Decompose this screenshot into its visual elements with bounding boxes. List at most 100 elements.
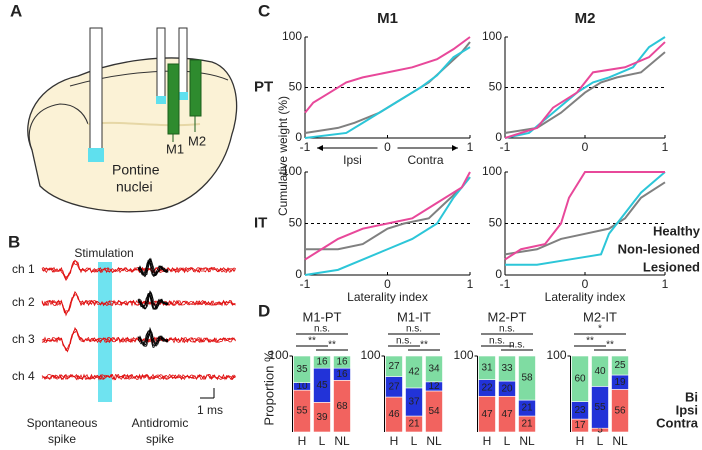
brain-diagram: Pontine nuclei M1 M2 <box>27 27 238 213</box>
data-label: 19 <box>614 377 626 388</box>
data-label: 42 <box>408 367 420 378</box>
x-tick-label: L <box>319 434 326 448</box>
channel-label: ch 3 <box>12 332 35 346</box>
recording-probe <box>167 63 180 135</box>
data-label: 25 <box>614 360 626 371</box>
data-label: 33 <box>501 363 513 374</box>
bar-segment <box>571 355 589 402</box>
y-tick-label: 100 <box>546 348 566 362</box>
y-tick-label: 50 <box>289 216 303 230</box>
recording-probe <box>189 59 202 117</box>
x-tick-label: NL <box>612 434 628 448</box>
cdf-line <box>504 51 666 134</box>
x-tick-label: 0 <box>384 277 391 291</box>
region-label: Pontine <box>112 162 160 178</box>
x-axis-label: Laterality index <box>347 290 428 304</box>
significance-label: ** <box>606 340 614 351</box>
panel-label: D <box>258 301 270 320</box>
x-axis-label: Laterality index <box>545 290 626 304</box>
cdf-line <box>505 171 666 266</box>
data-label: 22 <box>481 383 493 394</box>
x-tick-label: 1 <box>662 277 669 291</box>
annotation: Ipsi <box>343 153 362 167</box>
cdf-line <box>504 181 666 256</box>
data-label: 16 <box>336 369 348 380</box>
significance-label: n.s. <box>396 336 412 347</box>
x-tick-label: 0 <box>582 277 589 291</box>
electrode <box>89 27 103 153</box>
data-label: 55 <box>594 402 606 413</box>
stimulation-band <box>98 262 112 402</box>
region-label: nuclei <box>116 179 153 195</box>
trace <box>41 373 236 381</box>
scale-label: 1 ms <box>197 403 223 417</box>
data-label: 16 <box>336 357 348 368</box>
data-label: 40 <box>594 366 606 377</box>
stim-site <box>88 148 104 162</box>
significance-label: n.s. <box>509 340 525 351</box>
legend-label: Lesioned <box>643 259 700 274</box>
legend-label: Bi <box>685 389 698 404</box>
y-tick-label: 0 <box>495 130 502 144</box>
cdf-line <box>304 46 471 139</box>
x-tick-label: 1 <box>662 140 669 154</box>
chart-title: M2-IT <box>583 309 617 324</box>
bar-segment <box>333 355 351 369</box>
panel-label: C <box>258 1 270 20</box>
x-tick-label: NL <box>426 434 442 448</box>
y-tick-label: 100 <box>282 164 302 178</box>
data-label: 46 <box>388 409 400 420</box>
y-tick-label: 100 <box>360 348 380 362</box>
electrode <box>178 27 188 95</box>
y-axis-label: Cumulative weight (%) <box>276 96 290 216</box>
data-label: 35 <box>296 364 308 375</box>
x-tick-label: 1 <box>467 277 474 291</box>
stimulation-label: Stimulation <box>74 246 133 260</box>
y-tick-label: 100 <box>482 164 502 178</box>
channel-label: ch 2 <box>12 295 35 309</box>
row-label: IT <box>254 214 267 231</box>
row-label: PT <box>254 78 273 95</box>
bar-segment <box>478 355 496 380</box>
spike-label: Antidromic <box>132 416 189 430</box>
bar-segment <box>385 355 403 377</box>
trace <box>137 329 169 348</box>
y-tick-label: 0 <box>295 130 302 144</box>
x-tick-label: NL <box>334 434 350 448</box>
trace <box>137 292 169 310</box>
bar-segment <box>313 355 331 369</box>
cdf-line <box>504 171 665 261</box>
cortex-line <box>69 70 229 87</box>
cdf-line <box>304 171 471 261</box>
x-tick-label: L <box>504 434 511 448</box>
electrode-label: M2 <box>188 133 206 148</box>
data-label: 37 <box>408 397 420 408</box>
y-tick-label: 50 <box>289 80 303 94</box>
y-tick-label: 0 <box>295 267 302 281</box>
bar-segment <box>611 355 629 376</box>
data-label: 23 <box>574 405 586 416</box>
data-label: 58 <box>521 373 533 384</box>
panel-label: A <box>10 1 22 20</box>
data-label: 34 <box>428 364 440 375</box>
data-label: 10 <box>296 381 308 392</box>
y-tick-label: 0 <box>495 267 502 281</box>
bar-segment <box>591 355 609 387</box>
cerebellum <box>28 103 89 151</box>
data-label: 12 <box>428 381 440 392</box>
data-label: 17 <box>574 420 586 431</box>
x-tick-label: H <box>576 434 585 448</box>
data-label: 27 <box>388 361 400 372</box>
chart-title: M1-PT <box>303 309 342 324</box>
data-label: 20 <box>501 383 513 394</box>
channel-label: ch 4 <box>12 369 35 383</box>
cdf-line <box>304 36 471 114</box>
data-label: 68 <box>336 401 348 412</box>
bar-segment <box>518 355 536 401</box>
x-tick-label: 0 <box>384 140 391 154</box>
injection-site <box>178 92 188 100</box>
legend-label: Contra <box>656 415 699 430</box>
bar-segment <box>425 355 443 383</box>
